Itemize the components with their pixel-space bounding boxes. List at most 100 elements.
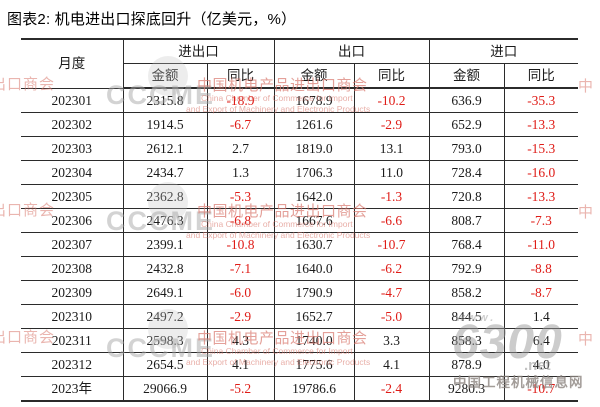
month-cell: 202306 (21, 208, 124, 233)
month-cell: 202302 (21, 112, 124, 137)
col-header-export-yoy: 同比 (353, 63, 430, 89)
month-cell: 202301 (21, 87, 124, 113)
table-row: 202306 2476.3 -6.8 1667.6 -6.6 808.7 -7.3 (21, 208, 578, 233)
watermark-chamber-partial-right: 中 (578, 331, 594, 348)
yoy-cell: -2.9 (206, 304, 275, 329)
amount-cell: 808.7 (428, 208, 505, 233)
amount-cell: 858.2 (428, 280, 505, 305)
yoy-cell: -4.7 (353, 280, 430, 305)
sub-header-row: 金额 同比 金额 同比 金额 同比 (21, 63, 578, 89)
amount-cell: 793.0 (428, 136, 505, 161)
yoy-cell: 4.1 (353, 352, 430, 377)
table-row: 202312 2654.5 4.1 1775.6 4.1 878.9 4.0 (21, 352, 578, 377)
amount-cell: 844.5 (428, 304, 505, 329)
col-header-import-amount: 金额 (428, 63, 505, 89)
col-header-total-yoy: 同比 (206, 63, 275, 89)
yoy-cell: -13.3 (503, 112, 578, 137)
month-cell: 2023年 (21, 376, 124, 402)
yoy-cell: 2.7 (206, 136, 275, 161)
col-header-import: 进口 (428, 38, 578, 64)
yoy-cell: -6.8 (206, 208, 275, 233)
yoy-cell: -10.7 (503, 376, 578, 402)
yoy-cell: -16.0 (503, 160, 578, 185)
month-cell: 202309 (21, 280, 124, 305)
table-row: 202308 2432.8 -7.1 1640.0 -6.2 792.9 -8.8 (21, 256, 578, 281)
yoy-cell: -10.2 (353, 87, 430, 113)
col-header-total-amount: 金额 (123, 63, 208, 89)
yoy-cell: -7.1 (206, 256, 275, 281)
yoy-cell: -5.3 (206, 184, 275, 209)
yoy-cell: -7.3 (503, 208, 578, 233)
trade-data-table: 月度 进出口 出口 进口 金额 同比 金额 同比 金额 同比 202301 231… (21, 38, 578, 402)
amount-cell: 1914.5 (122, 112, 208, 137)
table-row: 202302 1914.5 -6.7 1261.6 -2.9 652.9 -13.3 (21, 112, 578, 137)
amount-cell: 1678.9 (273, 87, 355, 113)
month-cell: 202310 (21, 304, 124, 329)
amount-cell: 720.8 (428, 184, 505, 209)
amount-cell: 858.3 (428, 328, 505, 353)
col-header-import-yoy: 同比 (503, 63, 578, 89)
watermark-chamber-partial-right: 中 (578, 204, 594, 221)
table-row: 202309 2649.1 -6.0 1790.9 -4.7 858.2 -8.7 (21, 280, 578, 305)
amount-cell: 1706.3 (273, 160, 355, 185)
yoy-cell: -6.6 (353, 208, 430, 233)
amount-cell: 1790.9 (273, 280, 355, 305)
table-row: 202310 2497.2 -2.9 1652.7 -5.0 844.5 1.4 (21, 304, 578, 329)
amount-cell: 878.9 (428, 352, 505, 377)
amount-cell: 1819.0 (273, 136, 355, 161)
amount-cell: 2476.3 (122, 208, 208, 233)
watermark-chamber-partial-right: 中 (578, 78, 594, 95)
amount-cell: 1740.0 (273, 328, 355, 353)
yoy-cell: -6.7 (206, 112, 275, 137)
amount-cell: 2434.7 (122, 160, 208, 185)
amount-cell: 2654.5 (122, 352, 208, 377)
group-header-row: 月度 进出口 出口 进口 (21, 38, 578, 89)
yoy-cell: -5.0 (353, 304, 430, 329)
amount-cell: 29066.9 (122, 376, 208, 402)
amount-cell: 2598.3 (122, 328, 208, 353)
amount-cell: 2315.8 (122, 87, 208, 113)
table-row: 202307 2399.1 -10.8 1630.7 -10.7 768.4 -11.0 (21, 232, 578, 257)
table-row: 202304 2434.7 1.3 1706.3 11.0 728.4 -16.0 (21, 160, 578, 185)
month-cell: 202305 (21, 184, 124, 209)
table-row: 202303 2612.1 2.7 1819.0 13.1 793.0 -15.3 (21, 136, 578, 161)
yoy-cell: -10.8 (206, 232, 275, 257)
month-cell: 202303 (21, 136, 124, 161)
yoy-cell: -13.3 (503, 184, 578, 209)
yoy-cell: 6.4 (503, 328, 578, 353)
yoy-cell: -8.7 (503, 280, 578, 305)
yoy-cell: -2.4 (353, 376, 430, 402)
amount-cell: 768.4 (428, 232, 505, 257)
month-cell: 202304 (21, 160, 124, 185)
yoy-cell: -8.8 (503, 256, 578, 281)
amount-cell: 9280.3 (428, 376, 505, 402)
yoy-cell: -6.0 (206, 280, 275, 305)
col-header-total-trade: 进出口 (122, 38, 275, 64)
amount-cell: 2497.2 (122, 304, 208, 329)
yoy-cell: 13.1 (353, 136, 430, 161)
amount-cell: 1652.7 (273, 304, 355, 329)
yoy-cell: 4.1 (206, 352, 275, 377)
table-header: 月度 进出口 出口 进口 金额 同比 金额 同比 金额 同比 (21, 38, 578, 89)
amount-cell: 2649.1 (122, 280, 208, 305)
amount-cell: 728.4 (428, 160, 505, 185)
yoy-cell: 1.3 (206, 160, 275, 185)
page-title: 图表2: 机电进出口探底回升（亿美元，%） (7, 11, 297, 28)
yoy-cell: -5.2 (206, 376, 275, 402)
amount-cell: 2612.1 (122, 136, 208, 161)
table-row: 202301 2315.8 -18.9 1678.9 -10.2 636.9 -35.3 (21, 87, 578, 113)
yoy-cell: -18.9 (206, 87, 275, 113)
amount-cell: 1775.6 (273, 352, 355, 377)
amount-cell: 1642.0 (273, 184, 355, 209)
col-header-export: 出口 (273, 38, 430, 64)
amount-cell: 2432.8 (122, 256, 208, 281)
amount-cell: 1261.6 (273, 112, 355, 137)
amount-cell: 1640.0 (273, 256, 355, 281)
yoy-cell: 1.4 (503, 304, 578, 329)
amount-cell: 636.9 (428, 87, 505, 113)
table-body: 202301 2315.8 -18.9 1678.9 -10.2 636.9 -35.3 20… (21, 87, 578, 402)
table-row: 202311 2598.3 4.3 1740.0 3.3 858.3 6.4 (21, 328, 578, 353)
amount-cell: 19786.6 (273, 376, 355, 402)
amount-cell: 652.9 (428, 112, 505, 137)
